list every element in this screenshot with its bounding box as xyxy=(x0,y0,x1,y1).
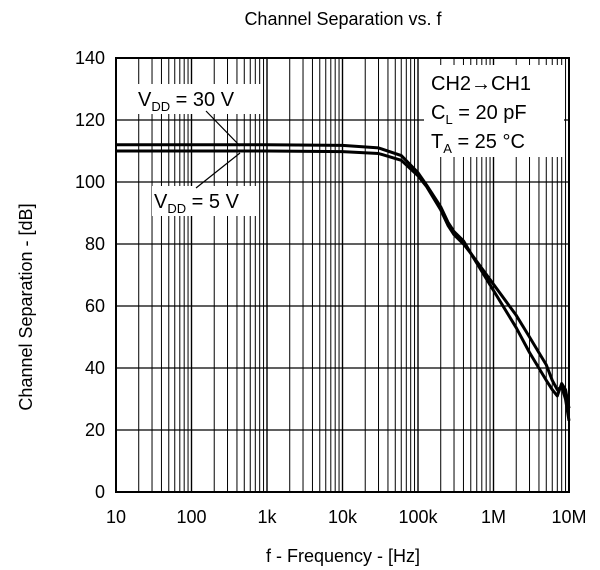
y-tick-label: 40 xyxy=(85,358,105,378)
y-tick-label: 80 xyxy=(85,234,105,254)
condition-temperature-subscript: A xyxy=(443,141,452,156)
condition-temperature-value: = 25 °C xyxy=(452,131,525,153)
x-tick-label: 1k xyxy=(257,507,277,527)
label-vdd-30v: VDD = 30 V xyxy=(136,84,262,146)
label-vdd-30v-subscript: DD xyxy=(151,99,170,114)
condition-temperature-symbol: T xyxy=(431,131,443,153)
label-vdd-5v-value: = 5 V xyxy=(186,191,239,213)
x-axis-label: f - Frequency - [Hz] xyxy=(266,546,420,566)
x-tick-label: 10M xyxy=(551,507,586,527)
x-tick-label: 10 xyxy=(106,507,126,527)
y-axis-label: Channel Separation - [dB] xyxy=(16,203,36,410)
y-tick-label: 100 xyxy=(75,172,105,192)
y-tick-label: 140 xyxy=(75,48,105,68)
y-tick-label: 120 xyxy=(75,110,105,130)
label-vdd-5v: VDD = 5 V xyxy=(152,153,258,216)
x-tick-label: 100 xyxy=(176,507,206,527)
x-tick-label: 1M xyxy=(481,507,506,527)
label-vdd-30v-symbol: V xyxy=(138,89,152,111)
condition-load-capacitance-subscript: L xyxy=(445,112,452,127)
label-vdd-5v-text: VDD = 5 V xyxy=(154,191,240,216)
condition-load-capacitance: CL = 20 pF xyxy=(431,102,527,127)
label-vdd-30v-leader xyxy=(206,111,240,146)
chart-title: Channel Separation vs. f xyxy=(244,9,442,29)
label-vdd-5v-symbol: V xyxy=(154,191,168,213)
y-tick-label: 0 xyxy=(95,482,105,502)
label-vdd-5v-subscript: DD xyxy=(167,201,186,216)
label-vdd-5v-leader xyxy=(196,153,240,188)
conditions-box: CH2→CH1 CL = 20 pF TA = 25 °C xyxy=(424,65,564,157)
label-vdd-30v-value: = 30 V xyxy=(170,89,235,111)
condition-load-capacitance-symbol: C xyxy=(431,102,445,124)
x-tick-label: 10k xyxy=(328,507,358,527)
y-tick-label: 20 xyxy=(85,420,105,440)
condition-channel: CH2→CH1 xyxy=(431,73,531,95)
y-tick-label: 60 xyxy=(85,296,105,316)
condition-load-capacitance-value: = 20 pF xyxy=(453,102,527,124)
x-tick-label: 100k xyxy=(398,507,438,527)
